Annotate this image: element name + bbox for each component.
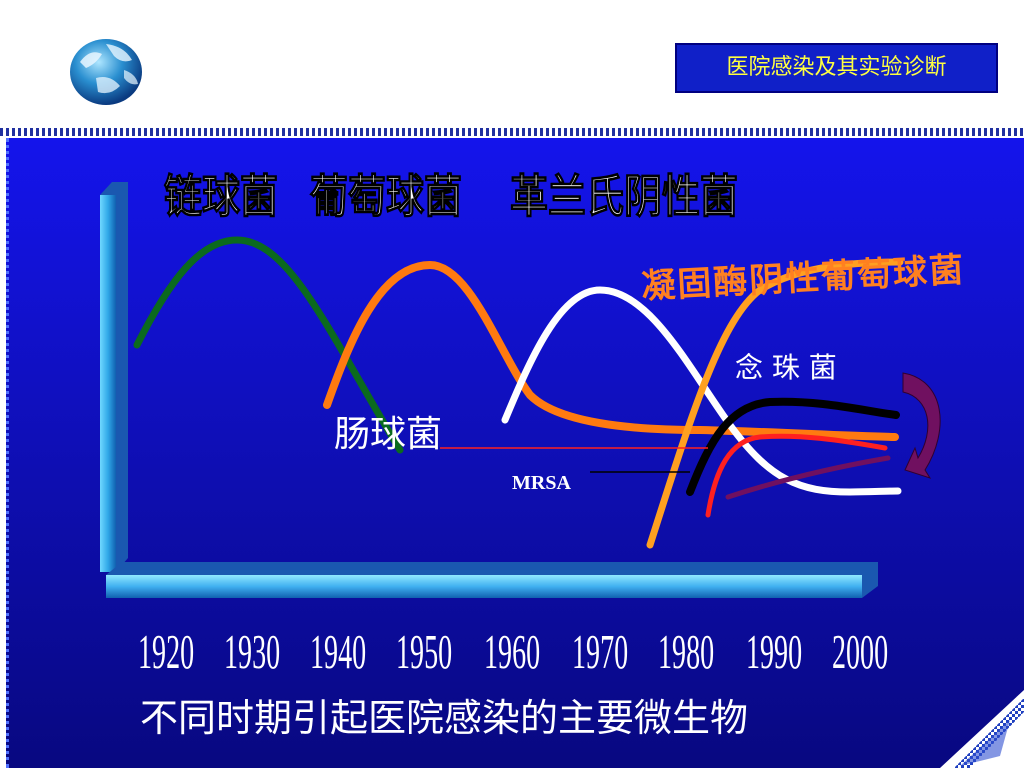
y-axis-bar	[100, 182, 128, 572]
year-label: 1930	[224, 625, 280, 679]
title-streptococcus: 链球菌	[164, 170, 278, 223]
slide-panel	[6, 138, 1024, 768]
page-curl-decoration	[940, 690, 1024, 768]
enterococcus-curve	[705, 433, 888, 518]
staphylococcus-curve	[323, 260, 899, 441]
slide-caption: 不同时期引起医院感染的主要微生物	[140, 696, 749, 740]
year-label: 1960	[484, 625, 540, 679]
cons-label: 凝固酶阴性葡萄球菌	[640, 250, 966, 307]
enterococcus-label: 肠球菌	[334, 414, 443, 455]
year-label: 1990	[746, 625, 802, 679]
candida-curve	[686, 397, 900, 496]
year-label: 1950	[396, 625, 452, 679]
title-group: 链球菌 葡萄球菌 革兰氏阴性菌	[163, 169, 738, 223]
x-axis-bar	[106, 562, 878, 598]
gram-negative-curve	[501, 286, 902, 496]
globe-icon	[70, 39, 142, 105]
candida-label: 念 珠 菌	[735, 351, 837, 384]
cycle-arrow-icon	[902, 372, 941, 479]
mrsa-curve	[725, 455, 891, 500]
course-title-badge: 医院感染及其实验诊断	[675, 43, 998, 93]
title-staphylococcus: 葡萄球菌	[310, 170, 462, 223]
year-label: 1980	[658, 625, 714, 679]
x-axis-years: 1920 1930 1940 1950 1960 1970 1980 1990 …	[138, 625, 888, 679]
year-label: 2000	[832, 625, 888, 679]
title-gram-negative: 革兰氏阴性菌	[510, 170, 738, 223]
year-label: 1920	[138, 625, 194, 679]
year-label: 1970	[572, 625, 628, 679]
dotted-divider	[0, 128, 1024, 136]
streptococcus-curve	[133, 236, 404, 454]
year-label: 1940	[310, 625, 366, 679]
mrsa-label: MRSA	[512, 472, 571, 494]
